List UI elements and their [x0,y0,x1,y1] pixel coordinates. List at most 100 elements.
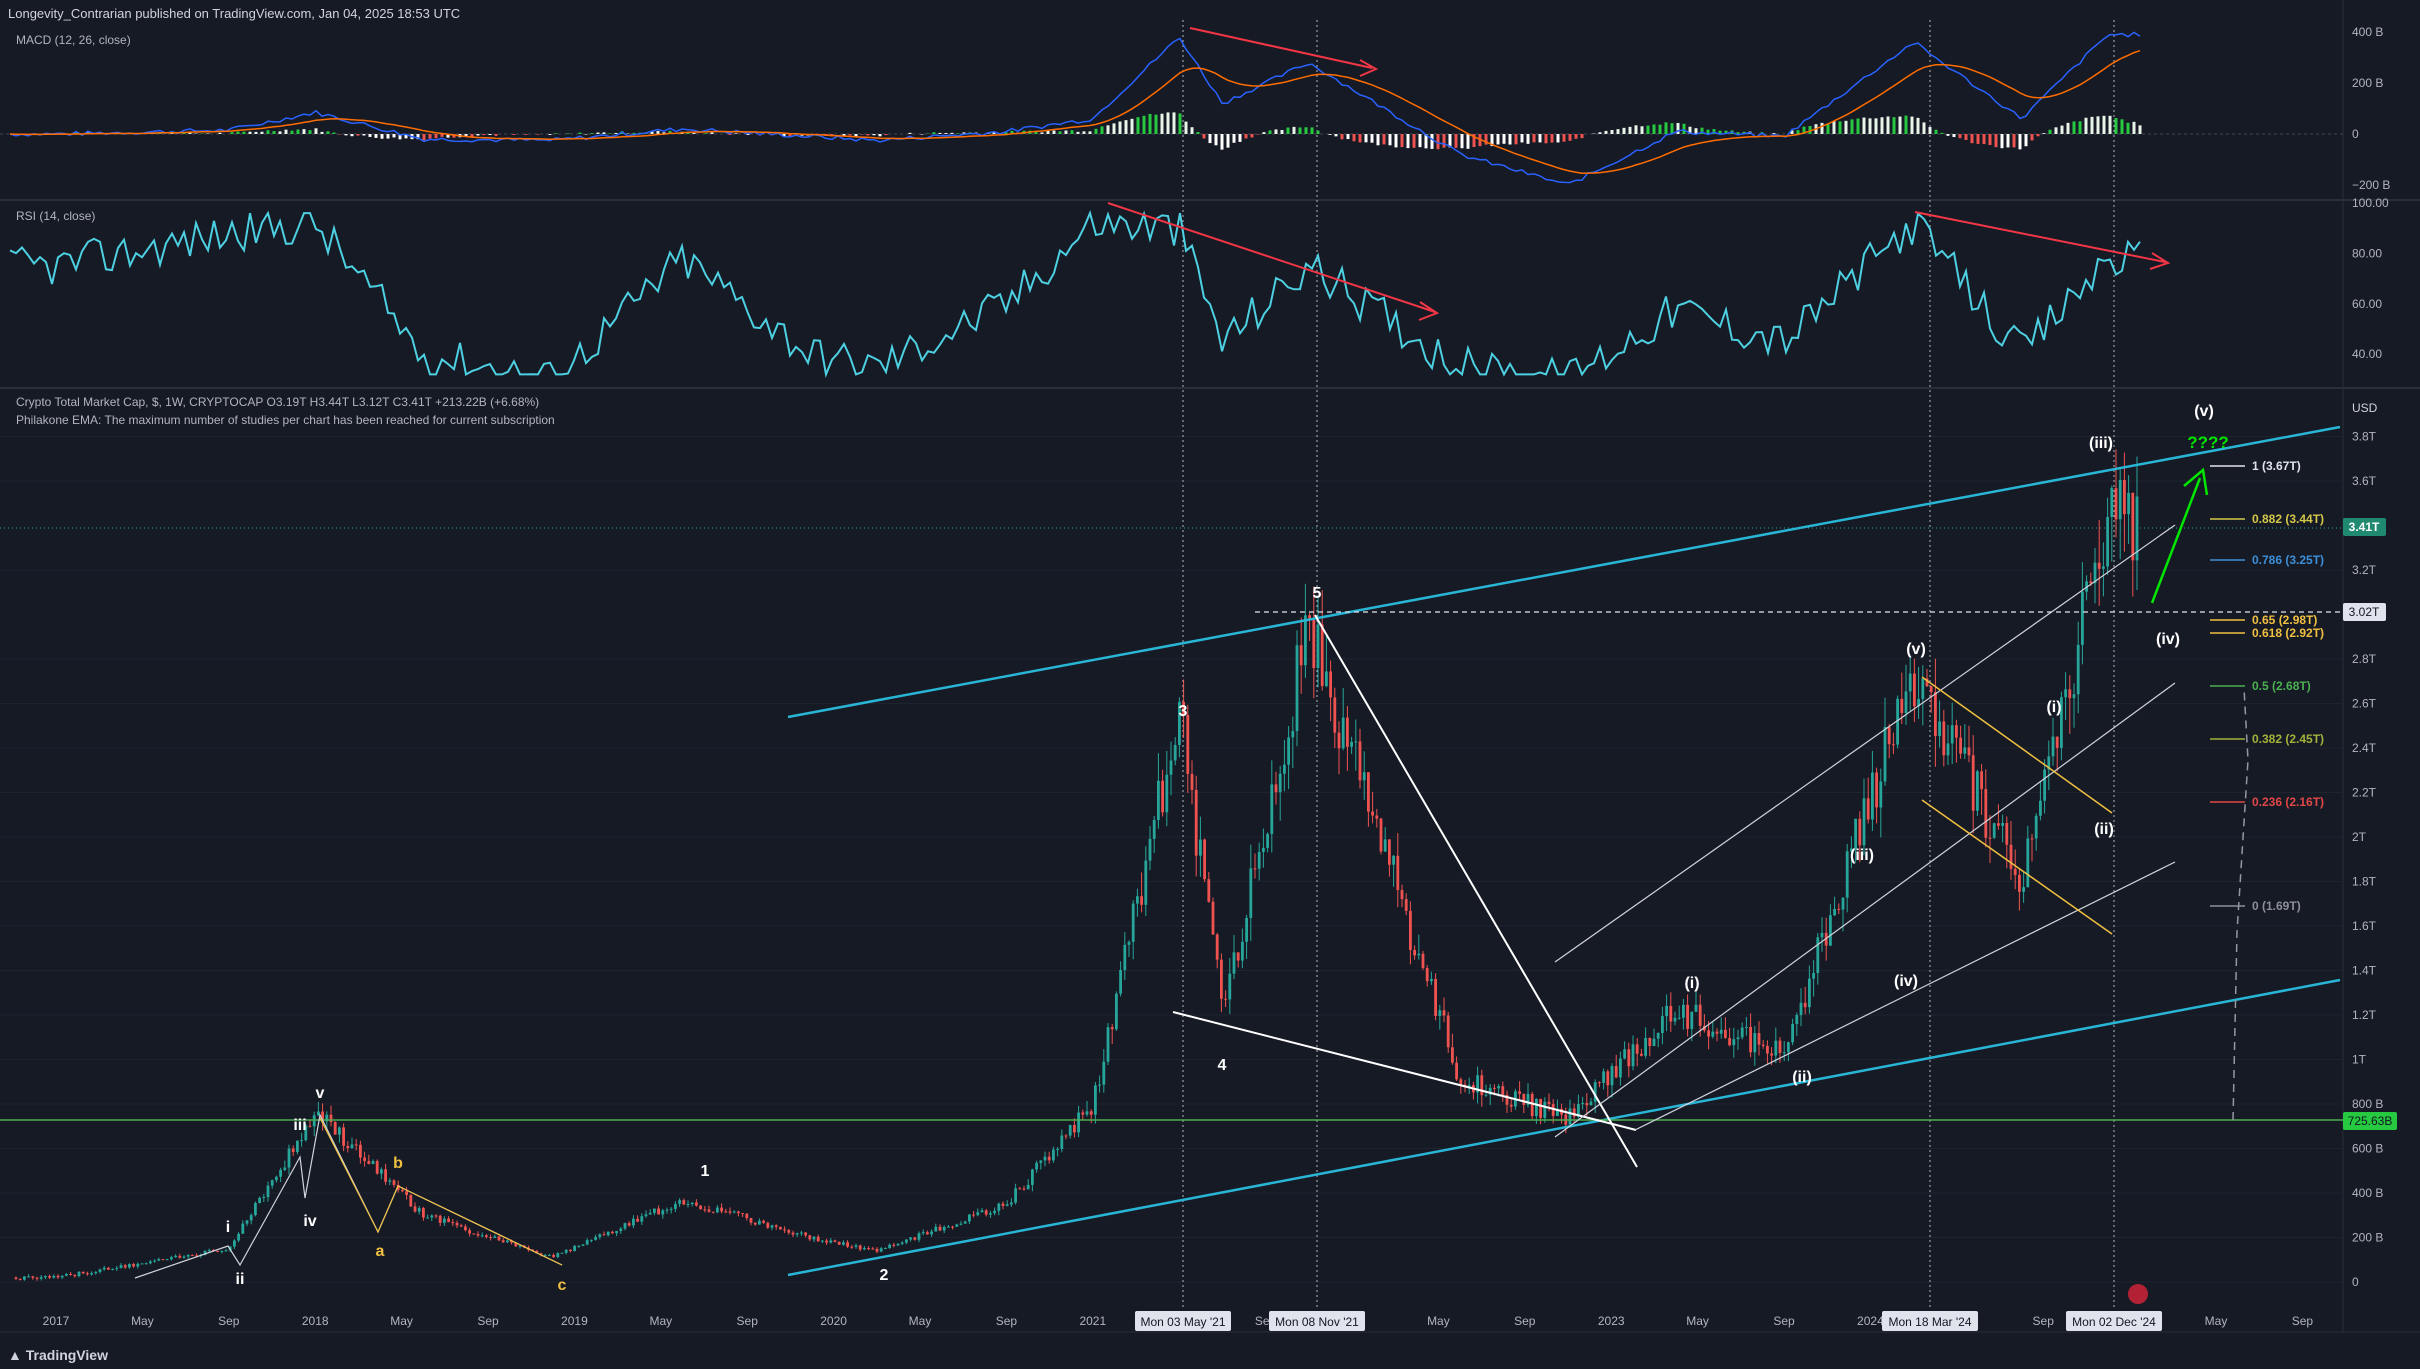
price-tick-label: 2.4T [2352,741,2377,755]
wave-label: 4 [1218,1057,1227,1074]
candle-body [359,1144,362,1158]
macd-histogram-bar [2048,129,2052,134]
candle-body [1988,837,1992,839]
candle-body [821,1240,824,1242]
candle-body [1278,773,1282,793]
candle-body [1199,839,1202,856]
macd-histogram-bar [1628,126,1632,134]
level-badge [2343,603,2386,621]
candle-body [2005,822,2009,845]
macd-histogram-bar [1970,134,1974,144]
macd-histogram-bar [362,134,366,136]
macd-histogram-bar [1298,127,1302,134]
candle-body [1245,917,1248,942]
candle-body [1934,692,1937,737]
candle-body [846,1242,849,1247]
candle-body [325,1114,329,1122]
rsi-label: RSI (14, close) [16,209,95,223]
candle-body [94,1271,98,1274]
candle-body [1589,1101,1593,1106]
candle-body [1682,1004,1685,1018]
candle-body [1992,823,1996,838]
candle-body [1417,953,1421,956]
candle-body [1165,774,1169,813]
candle-body [585,1240,589,1245]
candle-body [1148,838,1152,861]
currency-label: USD [2352,401,2378,415]
macd-histogram-bar [728,134,732,135]
macd-histogram-bar [1262,132,1266,134]
macd-histogram-bar [1286,127,1290,134]
price-tick-label: 1.4T [2352,964,2377,978]
macd-histogram-bar [1826,123,1830,134]
candle-body [581,1244,585,1246]
candle-body [548,1254,551,1256]
candle-body [980,1210,984,1213]
macd-histogram-bar [452,134,456,138]
candle-body [304,1125,308,1141]
candle-body [829,1240,833,1243]
macd-histogram-bar [1916,117,1920,134]
candle-body [401,1189,404,1192]
macd-histogram-bar [2024,134,2028,147]
wave-label: a [376,1243,385,1260]
candle-body [98,1269,102,1272]
candle-body [1404,899,1408,911]
wave-label: iii [293,1117,306,1134]
candle-body [2018,874,2021,892]
macd-histogram-bar [1364,134,1368,143]
macd-histogram-bar [1910,116,1914,134]
candle-body [489,1237,492,1239]
macd-histogram-bar [2042,133,2046,134]
macd-histogram-bar [938,132,942,134]
macd-histogram-bar [1046,130,1050,134]
macd-histogram-bar [254,131,258,134]
macd-histogram-bar [1976,134,1980,144]
candle-body [107,1267,110,1270]
macd-histogram-bar [2060,125,2064,134]
macd-histogram-bar [1250,134,1254,138]
candle-body [770,1225,774,1228]
candle-body [346,1145,350,1149]
date-badge [1882,1311,1978,1331]
candle-body [606,1231,610,1236]
candle-body [879,1248,883,1252]
candle-body [1925,678,1929,687]
candle-body [1913,673,1916,707]
macd-histogram-bar [1472,134,1476,148]
candle-body [1190,773,1194,790]
candle-body [1446,1015,1450,1048]
candle-body [350,1144,354,1149]
candle-body [1976,771,1979,811]
time-tick-label: Sep [2033,1314,2055,1328]
macd-histogram-bar [1430,134,1434,149]
macd-histogram-bar [326,131,330,134]
date-badge-label: Mon 02 Dec '24 [2072,1315,2156,1329]
candle-body [1921,678,1925,699]
macd-histogram-bar [1424,134,1428,149]
candle-body [590,1239,593,1241]
candle-body [195,1255,198,1257]
candle-body [2001,822,2004,826]
time-tick-label: 2018 [302,1314,329,1328]
candle-body [2064,689,2067,698]
candle-body [1602,1071,1605,1083]
macd-histogram-bar [860,134,864,135]
macd-histogram-bar [1184,121,1188,134]
candle-body [1593,1082,1597,1102]
candle-body [174,1255,177,1258]
macd-histogram-bar [1202,134,1206,139]
macd-histogram-bar [1982,134,1986,145]
macd-histogram-bar [566,133,570,134]
wave-label: (v) [2194,403,2214,420]
candle-body [682,1200,686,1205]
candle-body [312,1115,316,1127]
macd-histogram-bar [2036,134,2040,137]
candle-body [153,1260,156,1262]
candle-body [430,1215,434,1218]
macd-histogram-bar [1952,134,1956,138]
macd-histogram-bar [1382,134,1386,145]
fib-level-label: 0.618 (2.92T) [2252,626,2324,640]
